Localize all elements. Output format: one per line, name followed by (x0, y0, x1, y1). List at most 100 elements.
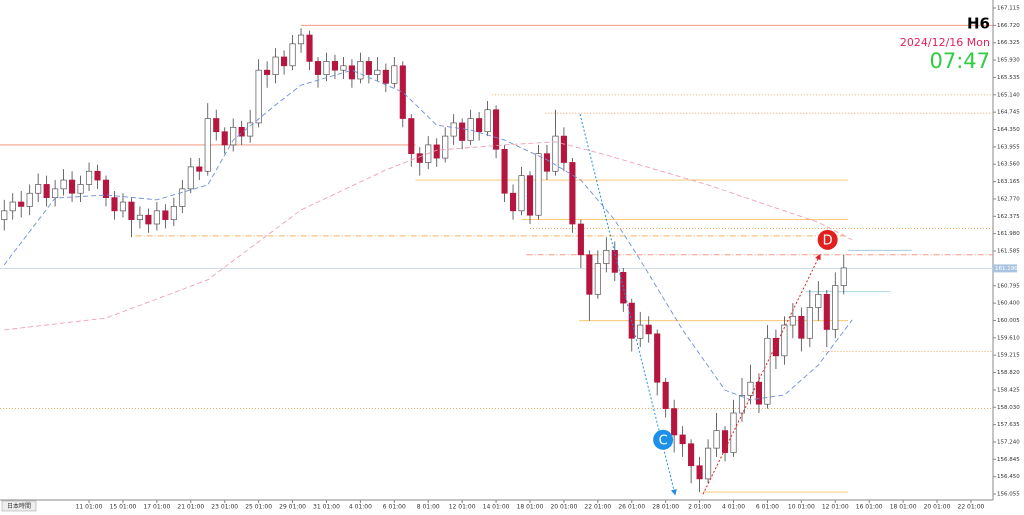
candle-body (247, 122, 254, 137)
candle-body (654, 333, 661, 383)
candle-body (408, 118, 415, 155)
candle-body (594, 263, 601, 295)
candle-body (35, 184, 42, 194)
candle-body (399, 65, 406, 119)
y-tick-label: 158.425 (997, 387, 1020, 393)
candle-body (170, 206, 177, 220)
candle-body (696, 465, 703, 480)
candle-body (238, 126, 245, 137)
x-tick-label: 25 01:00 (245, 504, 272, 511)
candle-body (306, 34, 313, 62)
candle-body (297, 34, 305, 45)
candle-body (1, 210, 8, 220)
candle-body (789, 315, 796, 326)
x-tick-label: 15 01:00 (110, 504, 137, 511)
candle-body (52, 188, 59, 198)
y-tick-label: 163.560 (997, 162, 1020, 168)
x-tick-label: 17 01:00 (143, 504, 170, 511)
candle-body (187, 166, 194, 190)
timezone-box (1, 500, 37, 512)
y-tick-label: 157.635 (997, 422, 1020, 428)
y-tick-label: 157.240 (997, 439, 1020, 445)
candle-body (476, 118, 483, 133)
annotation-marker (653, 429, 674, 450)
candle-body (645, 324, 652, 335)
candle-body (136, 214, 143, 220)
candle-body (264, 69, 271, 75)
x-tick-label: 8 01:00 (417, 504, 440, 511)
x-tick-label: 22 01:00 (958, 504, 985, 511)
y-tick-label: 161.980 (997, 231, 1020, 237)
candle-body (18, 201, 25, 207)
date: 2024/12/16 Mon (900, 36, 990, 49)
y-tick-label: 160.005 (997, 318, 1020, 324)
y-tick-label: 161.585 (997, 249, 1020, 255)
candle-body (688, 443, 695, 467)
candle-body (560, 135, 567, 163)
candle-body (382, 69, 389, 84)
x-tick-label: 22 01:00 (584, 504, 611, 511)
y-tick-label: 158.030 (997, 405, 1020, 411)
candle-body (43, 184, 50, 198)
candle-body (569, 162, 576, 225)
candle-body (509, 192, 517, 212)
y-tick-label: 165.930 (997, 58, 1020, 64)
y-tick-label: 164.745 (997, 110, 1020, 116)
candle-body (60, 179, 67, 190)
y-tick-label: 166.720 (997, 23, 1020, 29)
moving-average (3, 69, 853, 401)
candle-body (577, 223, 584, 256)
x-tick-label: 6 01:00 (756, 504, 779, 511)
candle-body (637, 324, 644, 339)
y-tick-label: 156.845 (997, 457, 1020, 463)
y-tick-label: 163.165 (997, 179, 1020, 185)
y-tick-label: 163.955 (997, 144, 1020, 150)
candle-body (153, 210, 160, 225)
y-tick-label: 165.140 (997, 92, 1020, 98)
candle-body (281, 56, 288, 67)
candle-body (94, 170, 101, 181)
candle-body (196, 166, 203, 172)
candle-body (832, 285, 839, 330)
annotation-marker (817, 229, 838, 250)
x-tick-label: 11 01:00 (76, 504, 103, 511)
x-tick-label: 26 01:00 (618, 504, 645, 511)
y-tick-label: 160.400 (997, 301, 1020, 307)
candle-body (840, 267, 847, 286)
moving-average (4, 141, 853, 331)
plot-area (0, 0, 993, 500)
candle-body (85, 170, 93, 185)
candle-body (552, 135, 559, 172)
candle-body (772, 337, 779, 357)
y-tick-label: 162.375 (997, 214, 1020, 220)
x-tick-label: 4 01:00 (722, 504, 745, 511)
y-tick-label: 156.450 (997, 474, 1020, 480)
candle-body (391, 65, 398, 84)
candle-body (450, 122, 457, 137)
candle-body (781, 324, 788, 357)
timeframe: H6 (967, 15, 990, 33)
candle-body (586, 254, 593, 295)
candle-body (535, 153, 542, 216)
candle-body (348, 65, 355, 80)
candle-body (162, 210, 169, 220)
candle-body (620, 271, 627, 304)
candle-body (145, 214, 152, 225)
candle-body (323, 61, 330, 75)
candle-body (442, 135, 449, 159)
y-tick-label: 165.535 (997, 75, 1020, 81)
candle-body (493, 109, 500, 150)
x-tick-label: 28 01:00 (652, 504, 679, 511)
y-tick-label: 160.795 (997, 283, 1020, 289)
candle-body (662, 381, 669, 409)
candle-body (543, 153, 551, 172)
x-tick-label: 18 01:00 (517, 504, 544, 511)
timezone-label: 日本時間 (7, 502, 31, 510)
candle-body (77, 184, 84, 194)
candle-body (671, 408, 678, 436)
candle-body (738, 395, 746, 414)
candle-body (459, 122, 466, 141)
candle-body (374, 69, 381, 75)
